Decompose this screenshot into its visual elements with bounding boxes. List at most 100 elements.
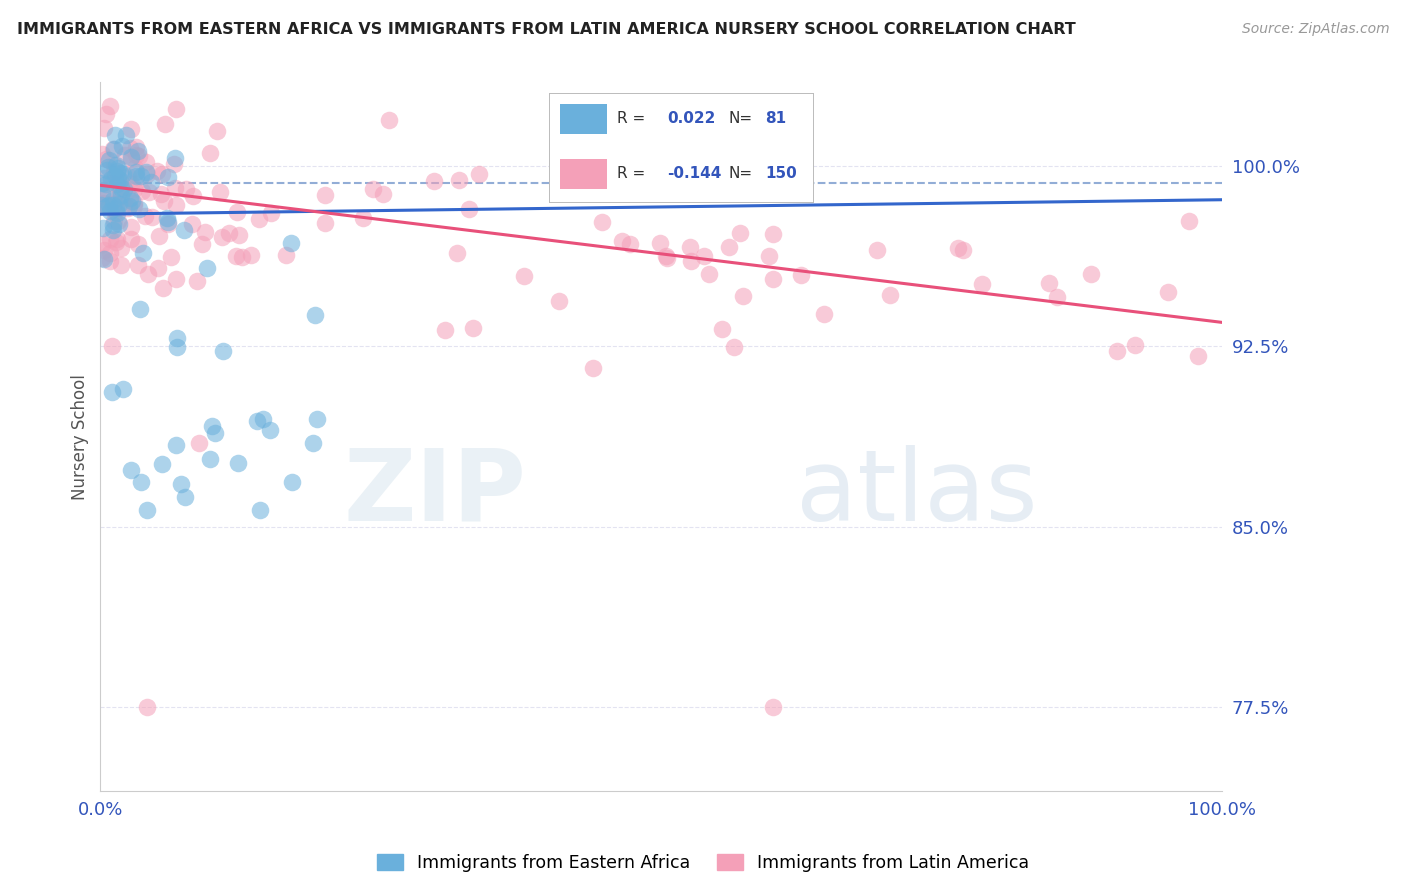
Immigrants from Eastern Africa <box>94 177 117 191</box>
Immigrants from Latin America <box>187 435 209 450</box>
Immigrants from Latin America <box>101 177 124 191</box>
Immigrants from Latin America <box>117 169 139 183</box>
Immigrants from Latin America <box>512 269 534 284</box>
Immigrants from Latin America <box>1123 338 1146 352</box>
Immigrants from Latin America <box>134 209 156 223</box>
Immigrants from Eastern Africa <box>107 172 129 186</box>
Immigrants from Latin America <box>657 252 679 266</box>
Immigrants from Latin America <box>762 271 785 285</box>
Immigrants from Eastern Africa <box>246 413 269 427</box>
Immigrants from Latin America <box>619 237 641 252</box>
Immigrants from Eastern Africa <box>91 186 114 201</box>
Immigrants from Latin America <box>181 217 204 231</box>
Immigrants from Latin America <box>93 195 115 210</box>
Immigrants from Eastern Africa <box>98 204 121 219</box>
Immigrants from Eastern Africa <box>91 176 114 190</box>
Immigrants from Eastern Africa <box>111 167 134 181</box>
Immigrants from Latin America <box>146 260 169 275</box>
Immigrants from Eastern Africa <box>195 260 218 275</box>
Immigrants from Eastern Africa <box>150 457 173 471</box>
Immigrants from Eastern Africa <box>128 202 150 217</box>
Immigrants from Latin America <box>138 185 160 199</box>
Immigrants from Latin America <box>758 249 780 263</box>
Immigrants from Eastern Africa <box>117 199 139 213</box>
Immigrants from Latin America <box>100 246 122 260</box>
Immigrants from Eastern Africa <box>204 425 226 440</box>
Immigrants from Latin America <box>159 251 181 265</box>
Immigrants from Latin America <box>98 254 121 268</box>
Immigrants from Eastern Africa <box>201 418 224 433</box>
Immigrants from Eastern Africa <box>212 343 235 358</box>
Immigrants from Latin America <box>1187 349 1209 363</box>
Immigrants from Latin America <box>112 197 135 211</box>
Immigrants from Eastern Africa <box>200 452 222 467</box>
Immigrants from Eastern Africa <box>120 463 142 477</box>
Immigrants from Latin America <box>101 142 124 156</box>
Immigrants from Eastern Africa <box>252 412 274 426</box>
Immigrants from Latin America <box>163 157 186 171</box>
Immigrants from Eastern Africa <box>141 175 163 189</box>
Immigrants from Latin America <box>120 122 142 136</box>
Immigrants from Eastern Africa <box>281 475 304 489</box>
Immigrants from Latin America <box>205 124 228 138</box>
Immigrants from Latin America <box>105 232 128 246</box>
Text: atlas: atlas <box>796 445 1038 541</box>
Immigrants from Latin America <box>150 167 173 181</box>
Immigrants from Eastern Africa <box>96 163 118 178</box>
Immigrants from Latin America <box>165 198 187 212</box>
Immigrants from Latin America <box>124 178 146 192</box>
Immigrants from Latin America <box>128 148 150 162</box>
Immigrants from Latin America <box>733 288 755 302</box>
Immigrants from Latin America <box>186 274 208 288</box>
Immigrants from Eastern Africa <box>110 181 132 195</box>
Immigrants from Eastern Africa <box>307 411 329 425</box>
Immigrants from Latin America <box>122 199 145 213</box>
Immigrants from Eastern Africa <box>112 182 135 196</box>
Immigrants from Eastern Africa <box>226 456 249 470</box>
Immigrants from Eastern Africa <box>90 198 112 212</box>
Immigrants from Latin America <box>710 321 733 335</box>
Immigrants from Latin America <box>718 240 741 254</box>
Immigrants from Latin America <box>121 152 143 166</box>
Legend: Immigrants from Eastern Africa, Immigrants from Latin America: Immigrants from Eastern Africa, Immigran… <box>370 847 1036 879</box>
Immigrants from Latin America <box>136 267 159 281</box>
Immigrants from Latin America <box>120 232 142 246</box>
Immigrants from Latin America <box>723 340 745 354</box>
Immigrants from Eastern Africa <box>98 153 121 167</box>
Immigrants from Latin America <box>762 227 785 241</box>
Immigrants from Latin America <box>610 234 633 248</box>
Immigrants from Latin America <box>352 211 374 225</box>
Immigrants from Latin America <box>91 147 114 161</box>
Immigrants from Latin America <box>725 150 748 164</box>
Immigrants from Latin America <box>91 196 114 211</box>
Immigrants from Latin America <box>110 241 132 255</box>
Immigrants from Latin America <box>813 307 835 321</box>
Immigrants from Eastern Africa <box>128 301 150 316</box>
Immigrants from Eastern Africa <box>111 139 134 153</box>
Immigrants from Latin America <box>226 205 249 219</box>
Immigrants from Eastern Africa <box>115 128 138 142</box>
Immigrants from Latin America <box>94 106 117 120</box>
Immigrants from Eastern Africa <box>107 196 129 211</box>
Immigrants from Eastern Africa <box>96 199 118 213</box>
Immigrants from Latin America <box>218 226 240 240</box>
Immigrants from Latin America <box>120 220 142 235</box>
Immigrants from Eastern Africa <box>125 169 148 184</box>
Immigrants from Eastern Africa <box>135 165 157 179</box>
Immigrants from Eastern Africa <box>104 158 127 172</box>
Immigrants from Latin America <box>103 165 125 179</box>
Immigrants from Eastern Africa <box>101 198 124 212</box>
Immigrants from Latin America <box>90 188 112 202</box>
Immigrants from Latin America <box>96 186 118 201</box>
Immigrants from Eastern Africa <box>304 308 326 322</box>
Immigrants from Latin America <box>762 700 785 714</box>
Immigrants from Latin America <box>108 183 131 197</box>
Immigrants from Eastern Africa <box>100 172 122 186</box>
Immigrants from Eastern Africa <box>173 491 195 505</box>
Immigrants from Latin America <box>231 251 253 265</box>
Immigrants from Latin America <box>107 190 129 204</box>
Immigrants from Latin America <box>125 140 148 154</box>
Immigrants from Latin America <box>103 197 125 211</box>
Immigrants from Latin America <box>117 201 139 215</box>
Immigrants from Latin America <box>107 214 129 228</box>
